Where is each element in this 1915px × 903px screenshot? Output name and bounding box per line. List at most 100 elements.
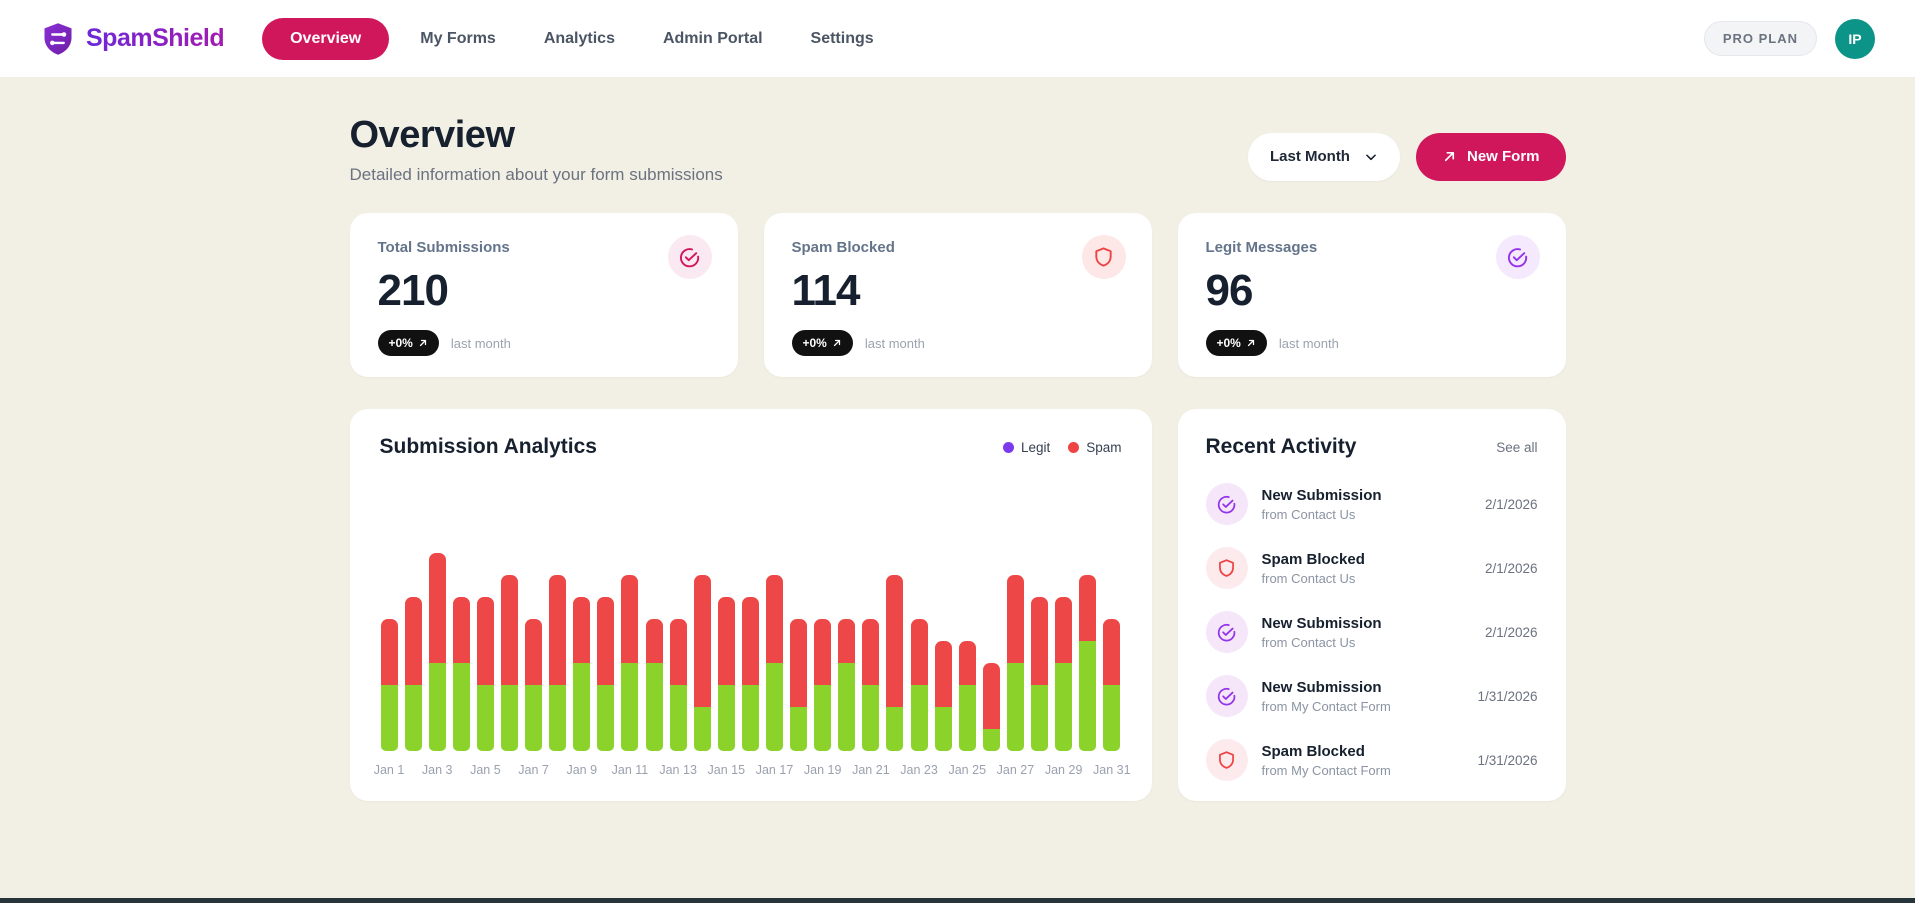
- stat-value: 96: [1205, 266, 1254, 315]
- bar-segment-legit: [549, 685, 567, 751]
- bar-jan-25: [958, 641, 976, 751]
- shield-icon: [1095, 246, 1112, 267]
- nav-item-settings[interactable]: Settings: [810, 29, 874, 47]
- bar-segment-spam: [428, 553, 446, 663]
- page-subtitle: Detailed information about your form sub…: [349, 165, 723, 184]
- bar-jan-10: [597, 597, 615, 751]
- nav-item-overview[interactable]: Overview: [262, 17, 390, 60]
- x-tick: Jan 29: [1044, 763, 1083, 777]
- x-tick: Jan 19: [803, 763, 842, 777]
- nav-item-my-forms[interactable]: My Forms: [420, 29, 496, 47]
- stat-card-total-submissions: Total Submissions 210 +0% last month: [349, 213, 738, 377]
- check-circle-icon: [1217, 623, 1236, 641]
- see-all-link[interactable]: See all: [1496, 439, 1538, 455]
- bar-jan-6: [500, 575, 518, 751]
- x-tick: [549, 763, 566, 777]
- bar-segment-legit: [476, 685, 494, 751]
- chart-x-axis: Jan 1 Jan 3 Jan 5 Jan 7 Jan 9 Jan 11 Jan 13 Jan…: [374, 763, 1131, 777]
- legend-item-legit: Legit: [1002, 440, 1050, 455]
- bar-segment-spam: [838, 619, 856, 663]
- bar-jan-14: [693, 575, 711, 751]
- activity-item-subtitle: from Contact Us: [1261, 634, 1356, 650]
- bar-jan-4: [452, 597, 470, 751]
- activity-item-date: 1/31/2026: [1477, 752, 1538, 768]
- change-badge: +0%: [791, 330, 853, 356]
- bar-jan-19: [814, 619, 832, 751]
- stat-card-legit-messages: Legit Messages 96 +0% last month: [1177, 213, 1566, 377]
- bar-segment-legit: [669, 685, 687, 751]
- bar-segment-legit: [838, 663, 856, 751]
- bar-jan-20: [838, 619, 856, 751]
- check-circle-icon: [679, 247, 700, 267]
- bar-segment-legit: [1103, 685, 1121, 751]
- nav-item-admin-portal[interactable]: Admin Portal: [662, 29, 763, 47]
- bar-segment-legit: [1031, 685, 1049, 751]
- bar-jan-31: [1103, 619, 1121, 751]
- legend-dot: [1068, 441, 1080, 453]
- bar-jan-11: [621, 575, 639, 751]
- shield-logo-icon: [44, 22, 72, 55]
- x-tick: Jan 25: [948, 763, 987, 777]
- activity-icon-circle: [1205, 675, 1248, 717]
- bar-segment-spam: [1079, 575, 1097, 641]
- bar-jan-18: [790, 619, 808, 751]
- x-tick: Jan 5: [470, 763, 501, 777]
- bar-segment-legit: [790, 707, 808, 751]
- activity-item: New Submission from Contact Us 2/1/2026: [1205, 483, 1538, 525]
- period-select[interactable]: Last Month: [1247, 132, 1400, 181]
- bar-segment-spam: [1103, 619, 1121, 685]
- bar-jan-17: [766, 575, 783, 751]
- bar-jan-29: [1055, 597, 1073, 751]
- bar-jan-16: [741, 597, 759, 751]
- period-select-value: Last Month: [1269, 148, 1350, 165]
- bar-segment-spam: [500, 575, 518, 685]
- bar-jan-8: [549, 575, 567, 751]
- bar-segment-spam: [476, 597, 494, 685]
- activity-item: Spam Blocked from My Contact Form 1/31/2…: [1205, 739, 1538, 781]
- bar-segment-legit: [500, 685, 518, 751]
- bar-segment-legit: [621, 663, 639, 751]
- x-tick: Jan 13: [659, 763, 697, 777]
- x-tick: Jan 31: [1093, 763, 1131, 777]
- legend-item-spam: Spam: [1068, 440, 1122, 455]
- submission-analytics-card: Submission Analytics Legit Spam: [349, 409, 1152, 801]
- x-tick: Jan 11: [611, 763, 649, 777]
- bar-segment-spam: [814, 619, 832, 685]
- bar-segment-legit: [814, 685, 832, 751]
- activity-item: Spam Blocked from Contact Us 2/1/2026: [1205, 547, 1538, 589]
- brand-logo[interactable]: SpamShield: [40, 21, 225, 57]
- bar-jan-28: [1031, 597, 1049, 751]
- activity-item-subtitle: from My Contact Form: [1261, 762, 1391, 778]
- activity-item-subtitle: from My Contact Form: [1261, 698, 1391, 714]
- chart-title: Submission Analytics: [379, 435, 597, 458]
- activity-item-subtitle: from Contact Us: [1261, 506, 1356, 522]
- bar-segment-spam: [573, 597, 591, 663]
- bar-segment-legit: [717, 685, 735, 751]
- chart-legend: Legit Spam: [1002, 440, 1122, 455]
- activity-item-title: New Submission: [1261, 614, 1382, 632]
- bar-jan-21: [862, 619, 880, 751]
- shield-icon: [1219, 558, 1234, 577]
- new-form-button[interactable]: New Form: [1415, 132, 1566, 181]
- arrow-up-right-icon: [833, 339, 840, 347]
- bar-jan-9: [573, 597, 591, 751]
- x-tick: [501, 763, 518, 777]
- activity-item-date: 2/1/2026: [1484, 624, 1538, 640]
- bar-segment-spam: [404, 597, 422, 685]
- bar-segment-legit: [597, 685, 615, 751]
- bar-jan-12: [645, 619, 663, 751]
- nav-item-analytics[interactable]: Analytics: [543, 29, 615, 47]
- activity-icon-circle: [1205, 611, 1248, 653]
- bar-segment-spam: [452, 597, 470, 663]
- bar-segment-spam: [790, 619, 808, 707]
- bar-segment-legit: [645, 663, 663, 751]
- bar-jan-15: [717, 597, 735, 751]
- activity-icon-circle: [1205, 739, 1248, 781]
- user-avatar[interactable]: IP: [1835, 18, 1875, 59]
- x-tick: Jan 15: [707, 763, 746, 777]
- bar-jan-30: [1079, 575, 1097, 751]
- activity-item-title: Spam Blocked: [1261, 550, 1365, 568]
- arrow-up-right-icon: [419, 339, 426, 347]
- bar-segment-legit: [1006, 663, 1024, 751]
- plan-badge: PRO PLAN: [1703, 21, 1817, 56]
